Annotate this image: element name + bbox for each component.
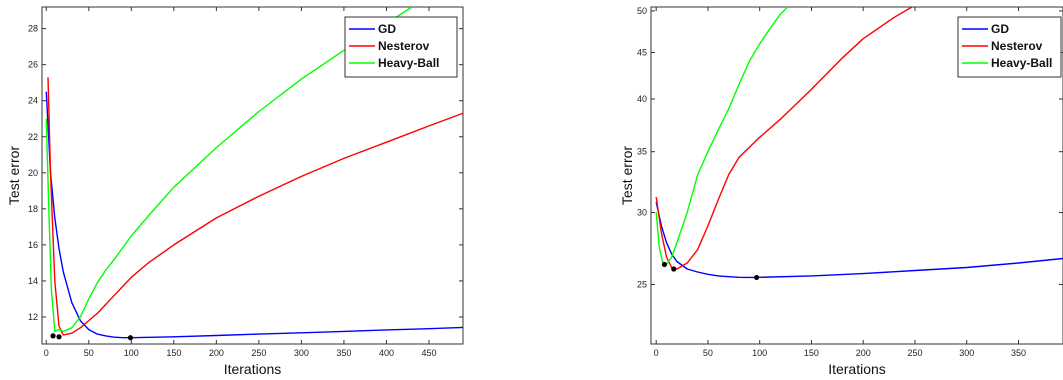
y-tick-label: 16: [28, 240, 38, 250]
x-axis-label: Iterations: [224, 361, 282, 377]
x-tick-label: 200: [209, 348, 224, 358]
y-tick-label: 35: [637, 147, 647, 157]
y-tick-label: 20: [28, 168, 38, 178]
y-tick-label: 14: [28, 276, 38, 286]
minimum-marker: [671, 266, 677, 272]
x-tick-label: 100: [752, 348, 767, 358]
x-tick-label: 150: [166, 348, 181, 358]
y-tick-label: 30: [637, 208, 647, 218]
x-tick-label: 450: [421, 348, 436, 358]
x-tick-label: 350: [336, 348, 351, 358]
x-tick-label: 0: [44, 348, 49, 358]
minimum-marker: [56, 334, 62, 340]
x-tick-label: 50: [84, 348, 94, 358]
y-tick-label: 45: [637, 48, 647, 58]
left-chart: 0 50 100 150 200 250 300 350 400 450 12 14 16 18 20 22 2…: [6, 6, 464, 377]
x-tick-label: 250: [907, 348, 922, 358]
y-axis-label: Test error: [6, 146, 22, 205]
legend-box: [957, 16, 1062, 78]
legend-label: Heavy-Ball: [991, 56, 1052, 70]
x-tick-label: 350: [1011, 348, 1026, 358]
y-axis-label: Test error: [619, 146, 635, 205]
series-line-heavy-ball: [45, 7, 413, 333]
x-tick-label: 300: [294, 348, 309, 358]
legend-label: Nesterov: [378, 39, 430, 53]
legend-label: GD: [378, 22, 396, 36]
minimum-marker: [661, 261, 668, 268]
y-tick-label: 28: [28, 24, 38, 34]
y-tick-label: 25: [637, 279, 647, 289]
legend-label: GD: [991, 22, 1009, 36]
y-tick-label: 18: [28, 204, 38, 214]
series-line-nesterov: [655, 7, 913, 270]
x-tick-label: 150: [804, 348, 819, 358]
series-group: [45, 7, 463, 339]
series-line-gd: [45, 91, 463, 339]
x-tick-label: 250: [251, 348, 266, 358]
minimum-marker: [50, 333, 56, 339]
y-tick-label: 24: [28, 96, 38, 106]
y-tick-label: 50: [637, 6, 647, 16]
y-tick-label: 12: [28, 312, 38, 322]
right-chart: 0 50 100 150 200 250 300 350 25 30 35 40 45 50 Iterati…: [619, 6, 1063, 377]
legend-box: [344, 16, 458, 78]
legend-label: Heavy-Ball: [378, 56, 439, 70]
x-tick-label: 200: [856, 348, 871, 358]
series-line-nesterov: [47, 77, 463, 336]
minimum-marker: [753, 274, 760, 281]
x-tick-label: 300: [959, 348, 974, 358]
y-tick-label: 22: [28, 132, 38, 142]
x-tick-label: 400: [379, 348, 394, 358]
minimum-marker: [127, 335, 134, 341]
y-tick-label: 40: [637, 94, 647, 104]
x-tick-label: 50: [703, 348, 713, 358]
y-tick-label: 26: [28, 60, 38, 70]
x-tick-label: 100: [124, 348, 139, 358]
series-line-gd: [655, 201, 1063, 279]
x-axis-label: Iterations: [828, 361, 886, 377]
x-tick-label: 0: [654, 348, 659, 358]
legend-label: Nesterov: [991, 39, 1043, 53]
